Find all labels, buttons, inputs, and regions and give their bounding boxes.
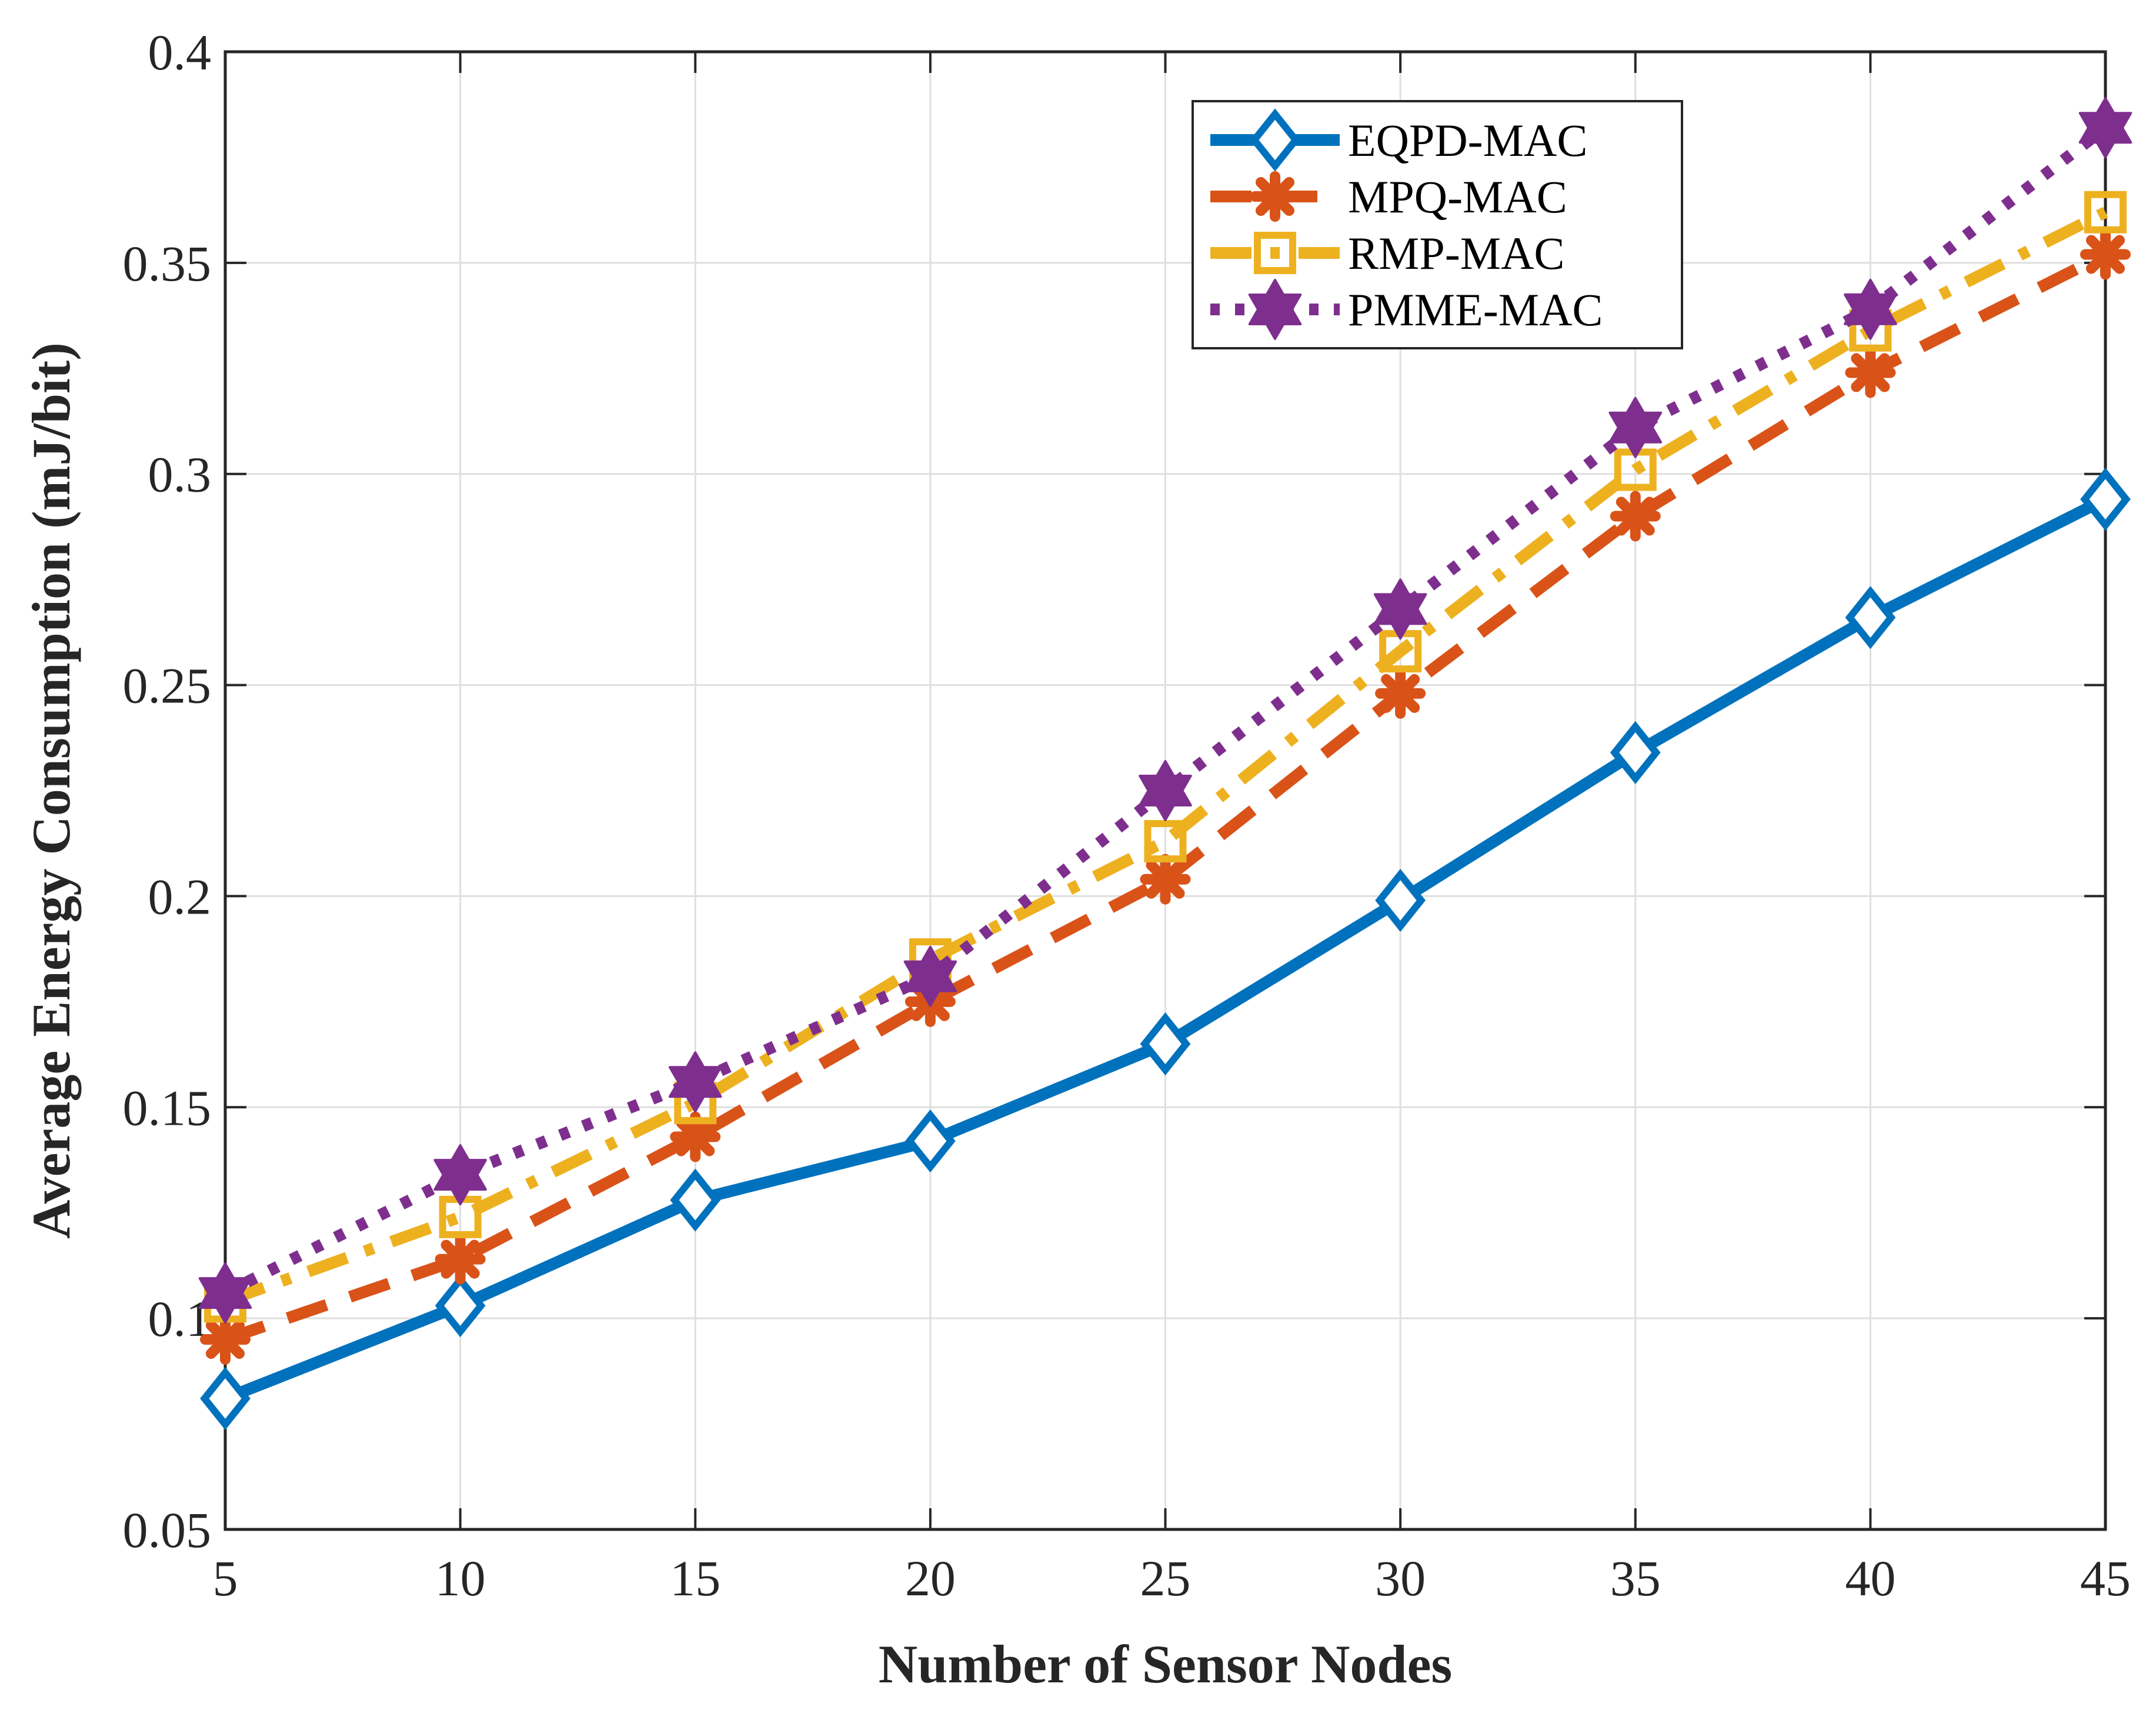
series-group: [198, 97, 2132, 1431]
y-axis-label: Average Energy Consumption (mJ/bit): [21, 342, 81, 1239]
asterisk-stroke: [1255, 176, 1295, 216]
data-point: [198, 1262, 252, 1324]
series-pmme-mac: [198, 97, 2132, 1324]
y-tick-label: 0.35: [123, 235, 212, 292]
asterisk-stroke: [1381, 674, 1420, 713]
x-tick-label: 45: [2080, 1550, 2131, 1606]
data-point: [435, 1234, 486, 1285]
hexagram-down: [1844, 293, 1897, 340]
data-point: [200, 1314, 251, 1365]
data-point: [2080, 229, 2131, 280]
x-tick-label: 5: [213, 1550, 238, 1606]
x-axis-label: Number of Sensor Nodes: [879, 1634, 1452, 1694]
asterisk-stroke: [1851, 353, 1890, 392]
data-point: [1373, 578, 1427, 640]
data-point: [903, 945, 957, 1007]
y-tick-label: 0.3: [148, 446, 212, 503]
data-point: [1140, 1012, 1191, 1076]
data-point: [668, 1051, 722, 1113]
y-tick-label: 0.25: [123, 658, 212, 714]
legend-marker: [1248, 279, 1302, 340]
series-line: [223, 249, 2108, 1345]
hexagram-down: [668, 1066, 722, 1113]
data-point: [1144, 820, 1187, 863]
x-tick-label: 20: [905, 1550, 956, 1606]
hexagram-down: [198, 1277, 252, 1324]
hexagram-down: [2078, 112, 2132, 159]
data-point: [670, 1168, 721, 1232]
legend-label: EQPD-MAC: [1348, 115, 1587, 166]
x-tick-label: 10: [435, 1550, 486, 1606]
data-point: [1608, 396, 1663, 458]
data-point: [1844, 278, 1897, 340]
data-point: [2084, 191, 2127, 234]
data-point: [905, 1109, 956, 1173]
legend-marker: [1250, 171, 1300, 222]
x-tick-label: 40: [1845, 1550, 1895, 1606]
axis-ticks: 0.050.10.150.20.250.30.350.45 10 15 20 25 30 3…: [123, 24, 2131, 1606]
hexagram-down: [433, 1159, 487, 1206]
data-point: [2080, 468, 2131, 531]
legend-marker: [1250, 108, 1300, 172]
y-tick-label: 0.2: [148, 868, 212, 925]
legend-label: MPQ-MAC: [1348, 171, 1567, 222]
asterisk-stroke: [440, 1239, 480, 1279]
x-tick-label: 30: [1375, 1550, 1426, 1606]
data-point: [1375, 869, 1426, 932]
hexagram-down: [903, 960, 957, 1007]
asterisk-stroke: [1616, 496, 1655, 536]
y-tick-label: 0.15: [123, 1079, 212, 1136]
data-point: [1375, 668, 1426, 719]
data-point: [435, 1274, 486, 1338]
data-point: [433, 1144, 487, 1206]
asterisk-stroke: [205, 1319, 245, 1359]
data-point: [2078, 97, 2132, 159]
legend-label: PMME-MAC: [1348, 284, 1603, 335]
y-tick-label: 0.4: [148, 24, 212, 81]
data-point: [1610, 721, 1661, 785]
series-line: [222, 123, 2110, 1299]
legend-marker: [1254, 232, 1296, 274]
hexagram-down: [1608, 411, 1663, 458]
data-point: [1610, 491, 1661, 542]
data-point: [1845, 586, 1896, 649]
legend-label: RMP-MAC: [1348, 228, 1564, 279]
hexagram-down: [1373, 593, 1427, 640]
asterisk-stroke: [1146, 859, 1185, 899]
data-point: [200, 1366, 251, 1431]
series-line: [223, 206, 2108, 1307]
x-tick-label: 25: [1140, 1550, 1191, 1606]
hexagram-down: [1248, 294, 1302, 340]
series-eqpd-mac: [200, 468, 2131, 1431]
asterisk-stroke: [2085, 235, 2125, 274]
x-tick-label: 35: [1610, 1550, 1661, 1606]
x-tick-label: 15: [670, 1550, 720, 1606]
data-point: [1139, 760, 1192, 821]
hexagram-down: [1139, 775, 1192, 821]
data-point: [1845, 347, 1896, 398]
data-point: [1140, 854, 1191, 905]
asterisk-stroke: [676, 1117, 715, 1156]
y-tick-label: 0.05: [123, 1502, 212, 1558]
